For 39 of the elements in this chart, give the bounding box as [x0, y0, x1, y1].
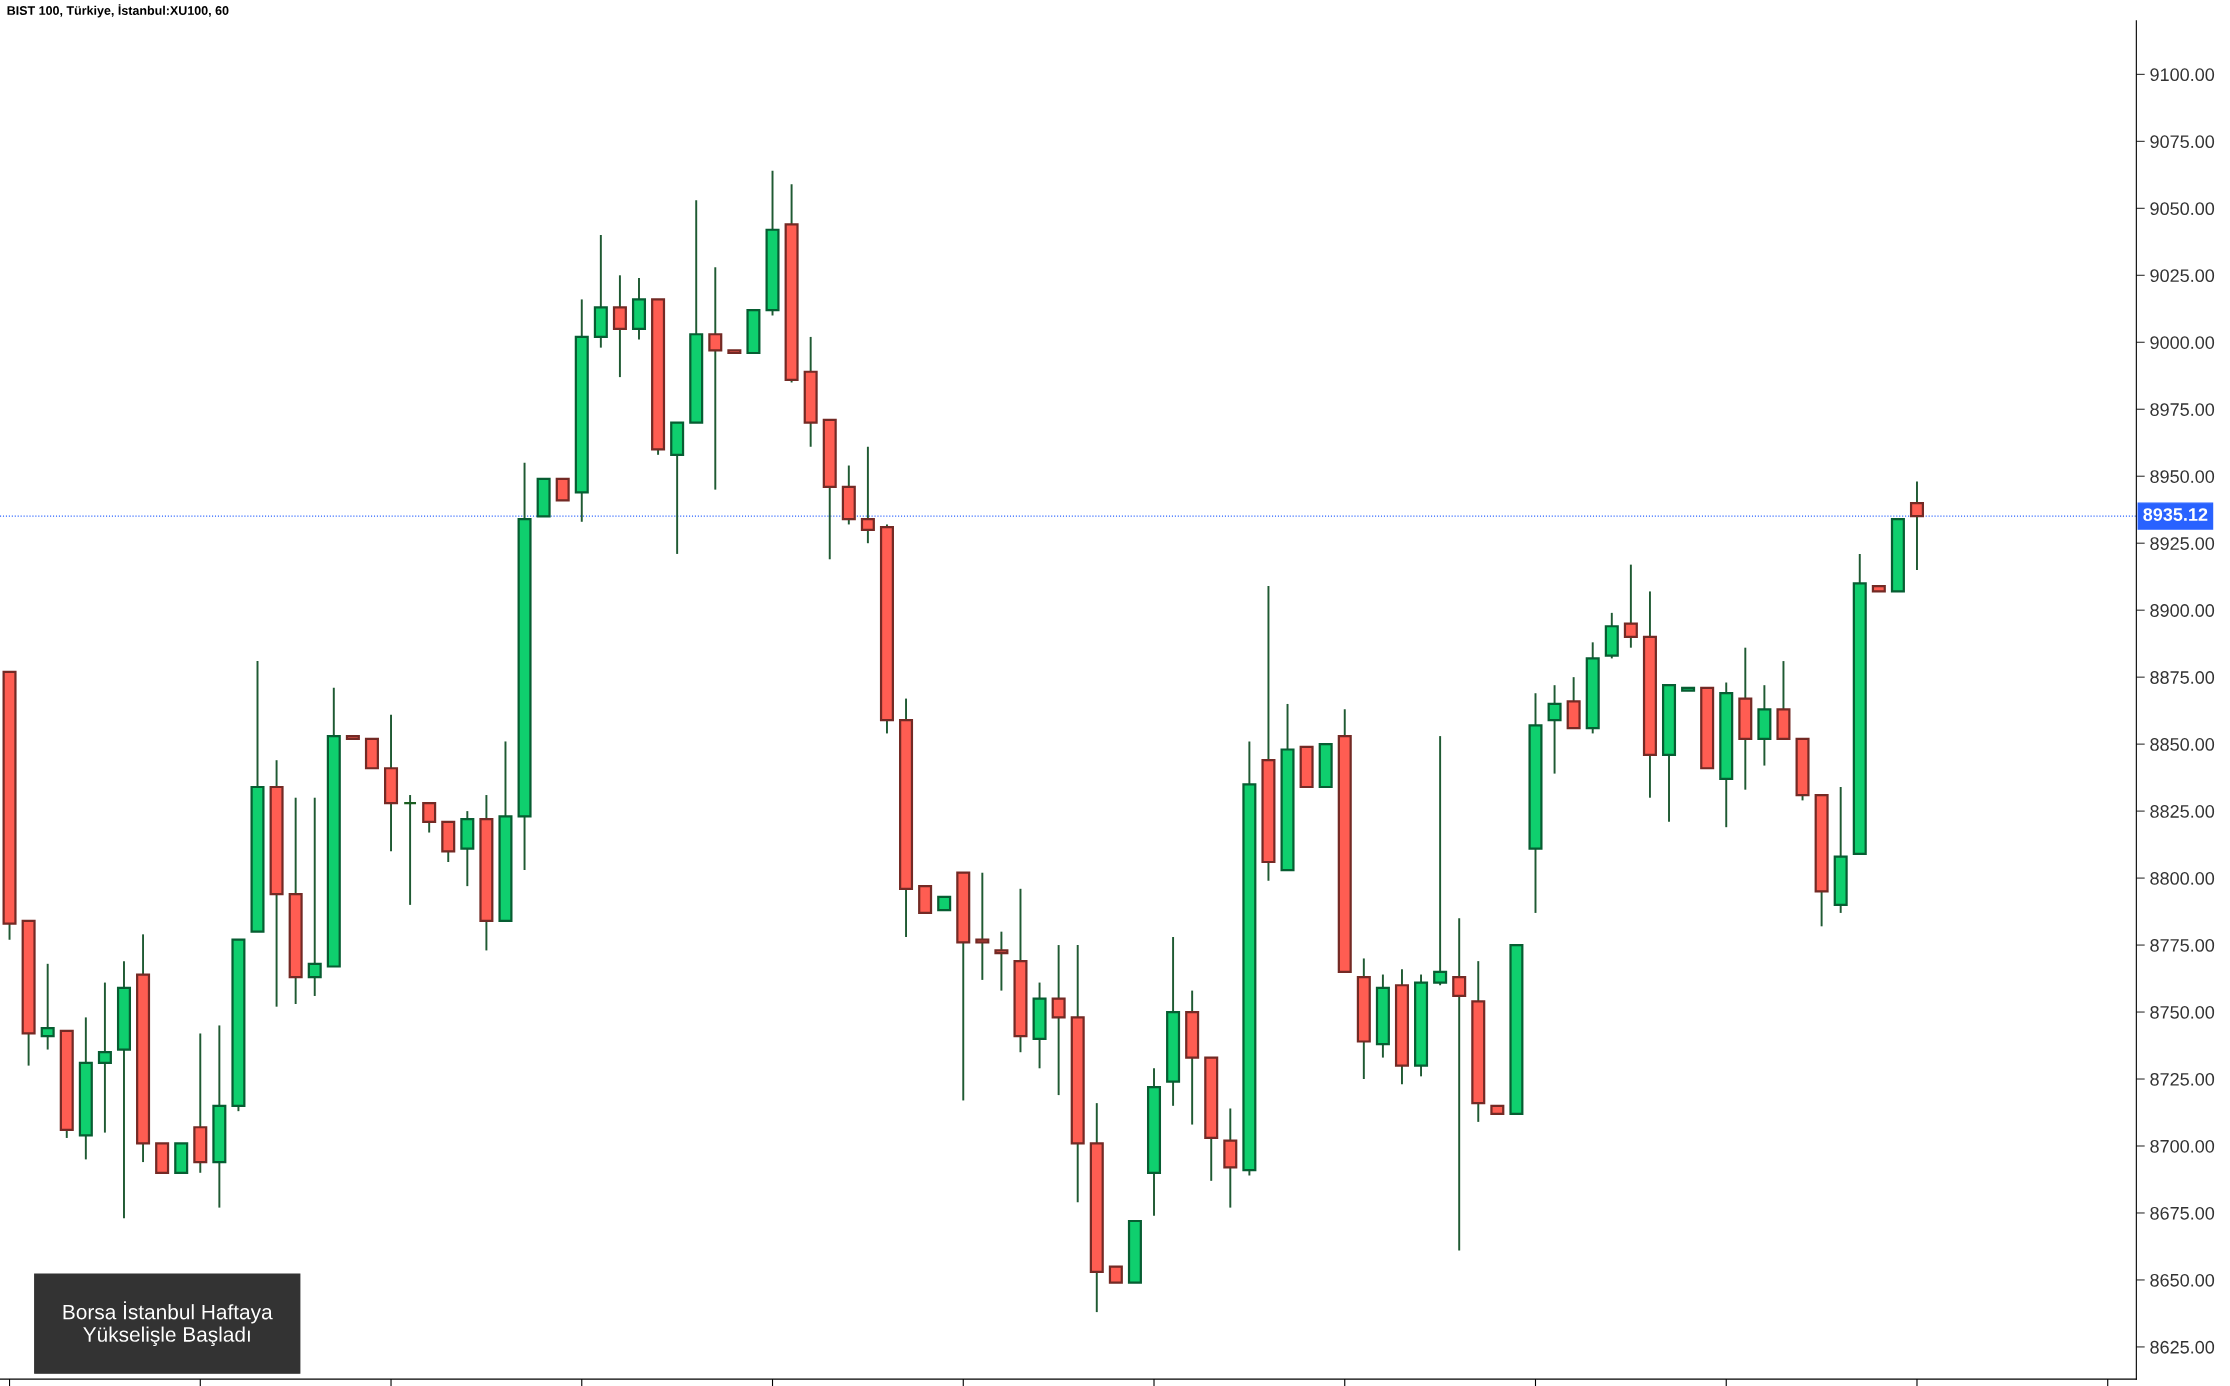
candlestick: [40, 962, 55, 1051]
candlestick: [422, 801, 437, 834]
candlestick: [555, 477, 570, 502]
candlestick: [97, 981, 112, 1134]
y-tick-label: 8750.00: [2150, 1005, 2215, 1019]
y-tick-label: 8950.00: [2150, 470, 2215, 483]
chart-title: BIST 100, Türkiye, İstanbul:XU100, 60: [7, 4, 229, 18]
y-tick-label: 8875.00: [2150, 671, 2215, 684]
candlestick: [1547, 684, 1562, 775]
y-tick-label: 9025.00: [2150, 269, 2215, 283]
y-tick-label: 8900.00: [2150, 604, 2215, 617]
candlestick: [1452, 917, 1467, 1252]
y-tick-label: 9100.00: [2150, 68, 2215, 82]
candlestick: [307, 796, 322, 997]
y-tick-label: 8825.00: [2150, 805, 2215, 818]
candlestick: [708, 266, 723, 491]
candlestick: [860, 445, 875, 545]
y-tick-label: 9050.00: [2150, 202, 2215, 216]
y-tick-label: 8700.00: [2150, 1139, 2215, 1153]
y-tick-label: 8675.00: [2150, 1206, 2215, 1220]
y-tick-label: 8775.00: [2150, 939, 2215, 952]
ref-line-label: 8935.12: [2143, 508, 2208, 521]
y-tick-label: 8625.00: [2150, 1340, 2215, 1354]
y-tick-label: 8925.00: [2150, 537, 2215, 550]
candlestick: [1051, 944, 1066, 1097]
y-tick-label: 9000.00: [2150, 336, 2215, 349]
y-tick-label: 8725.00: [2150, 1072, 2215, 1086]
candlestick: [403, 794, 418, 906]
y-tick-label: 9075.00: [2150, 135, 2215, 149]
annotation: Borsa İstanbul Haftaya Yükselişle Başladı: [63, 1301, 273, 1347]
y-tick-label: 8800.00: [2150, 872, 2215, 885]
candlestick: [1623, 563, 1638, 649]
candlestick: [1909, 480, 1925, 571]
candlestick: [612, 274, 627, 379]
candlestick: [994, 930, 1009, 992]
y-tick-label: 8850.00: [2150, 738, 2215, 751]
candlestick: [1433, 735, 1448, 987]
y-tick-label: 8650.00: [2150, 1273, 2215, 1287]
y-tick-label: 8975.00: [2150, 403, 2215, 416]
